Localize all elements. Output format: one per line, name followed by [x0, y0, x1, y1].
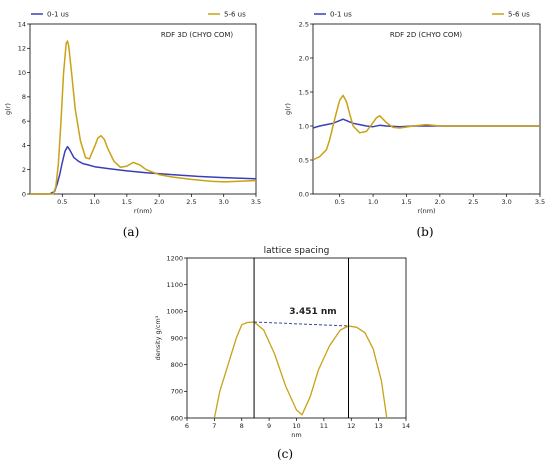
y-tick-label: 2.5: [299, 20, 309, 28]
panel-label-b: (b): [416, 225, 433, 239]
x-tick-label: 1.5: [401, 198, 411, 206]
legend-label-1: 0-1 us: [47, 11, 69, 19]
y-tick-label: 1.5: [299, 88, 309, 96]
y-tick-label: 700: [171, 388, 183, 396]
plot-frame: [29, 23, 257, 195]
x-tick-label: 11: [320, 422, 328, 430]
x-tick-label: 0.5: [335, 198, 345, 206]
x-tick-label: 2.5: [186, 198, 196, 206]
y-tick-label: 1200: [166, 254, 183, 262]
panel-label-c: (c): [277, 447, 293, 461]
legend-label-2: 5-6 us: [508, 11, 530, 19]
x-axis-label: nm: [291, 431, 301, 439]
y-tick-label: 1000: [166, 308, 183, 316]
x-tick-label: 1.5: [122, 198, 132, 206]
x-axis-label: r(nm): [417, 207, 435, 215]
legend-label-1: 0-1 us: [330, 11, 352, 19]
y-tick-label: 600: [171, 414, 183, 422]
x-tick-label: 14: [402, 422, 410, 430]
y-tick-label: 2: [22, 166, 26, 174]
y-tick-label: 0.5: [299, 156, 309, 164]
x-tick-label: 1.0: [89, 198, 99, 206]
y-tick-label: 800: [171, 361, 183, 369]
x-tick-label: 8: [240, 422, 244, 430]
x-tick-label: 12: [347, 422, 355, 430]
y-tick-label: 10: [18, 69, 26, 77]
panel-annotation: RDF 3D (CHYO COM): [161, 31, 234, 39]
y-tick-label: 0: [22, 190, 26, 198]
y-axis-label: g(r): [284, 103, 292, 115]
plot-frame: [312, 23, 541, 195]
y-axis-label: density g/cm³: [154, 315, 162, 360]
x-tick-label: 0.5: [57, 198, 67, 206]
chart-title: lattice spacing: [264, 246, 330, 256]
legend-label-2: 5-6 us: [224, 11, 246, 19]
y-tick-label: 1100: [166, 281, 183, 289]
lattice-spacing-chart: 6 7 8 9 10 11 12 13 14 600 700 800 900 1000 1100 1200 nm…: [154, 246, 410, 439]
x-tick-label: 9: [267, 422, 271, 430]
x-tick-label: 3.5: [535, 198, 545, 206]
y-tick-label: 12: [18, 45, 26, 53]
y-axis-label: g(r): [4, 103, 12, 115]
x-tick-label: 13: [374, 422, 382, 430]
rdf-3d-chart: 0.5 1.0 1.5 2.0 2.5 3.0 3.5 0 2 4 6 8 10 12 14 r(nm) g(r…: [4, 11, 261, 216]
panel-annotation: RDF 2D (CHYO COM): [390, 31, 463, 39]
series-line-1: [30, 145, 257, 195]
x-tick-label: 2.0: [435, 198, 445, 206]
y-tick-label: 8: [22, 93, 26, 101]
x-tick-label: 3.0: [219, 198, 229, 206]
x-axis-label: r(nm): [134, 207, 152, 215]
rdf-2d-chart: 0.5 1.0 1.5 2.0 2.5 3.0 3.5 0.0 0.5 1.0 1.5 2.0 2.5 r…: [284, 11, 545, 216]
y-tick-label: 14: [18, 20, 26, 28]
panel-label-a: (a): [123, 225, 140, 239]
series-line-2: [312, 94, 540, 161]
x-tick-label: 1.0: [368, 198, 378, 206]
y-tick-label: 900: [171, 334, 183, 342]
series-line-1: [213, 321, 388, 419]
y-tick-label: 6: [22, 117, 26, 125]
x-tick-label: 7: [212, 422, 216, 430]
x-tick-label: 3.5: [251, 198, 261, 206]
y-tick-label: 0.0: [299, 190, 309, 198]
x-tick-label: 2.0: [154, 198, 164, 206]
series-line-2: [30, 40, 257, 195]
x-tick-label: 3.0: [501, 198, 511, 206]
x-tick-label: 6: [185, 422, 189, 430]
x-tick-label: 10: [292, 422, 300, 430]
spacing-annotation: 3.451 nm: [289, 307, 336, 317]
y-tick-label: 4: [22, 142, 26, 150]
y-tick-label: 2.0: [299, 54, 309, 62]
x-tick-label: 2.5: [468, 198, 478, 206]
spacing-dashed-line: [254, 321, 349, 327]
y-tick-label: 1.0: [299, 122, 309, 130]
